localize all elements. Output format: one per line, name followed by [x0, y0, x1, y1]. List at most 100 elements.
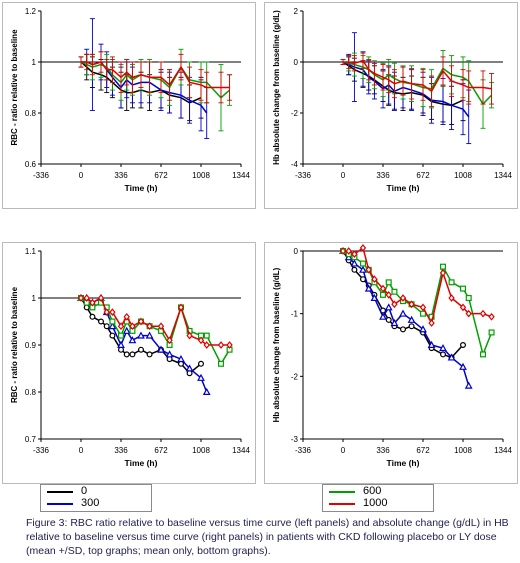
data-point	[129, 351, 136, 358]
data-point	[77, 294, 85, 302]
data-point	[177, 354, 185, 363]
data-point	[122, 326, 131, 334]
y-axis-label: Hb absolute change from baseline (g/dL)	[272, 267, 281, 422]
x-tick-label: -336	[33, 171, 50, 180]
chart-hb-mean-sd: -336 0 336 672 1008 1344 -4 -2 0 2 Time (h) Hb abso…	[264, 2, 518, 209]
data-point	[419, 325, 427, 333]
data-point	[439, 343, 447, 352]
y-axis-label: RBC - ratio relative to baseline	[10, 29, 19, 146]
data-point	[427, 340, 436, 349]
legend-label: 600	[363, 485, 382, 497]
data-point	[89, 298, 96, 307]
x-tick-label: 672	[154, 446, 168, 455]
data-point	[83, 304, 90, 311]
data-point	[129, 322, 136, 331]
data-point	[157, 322, 165, 331]
figure-caption: Figure 3: RBC ratio relative to baseline…	[26, 517, 509, 557]
x-tick-label: 1344	[494, 171, 512, 180]
legend-label: 300	[81, 497, 100, 509]
x-tick-label: 1008	[192, 446, 210, 455]
data-point	[217, 341, 225, 349]
x-tick-label: 0	[341, 446, 346, 455]
x-axis-label: Time (h)	[387, 458, 420, 468]
data-point	[351, 266, 358, 273]
series-line	[342, 250, 464, 359]
x-tick-label: 336	[114, 171, 128, 180]
data-point	[226, 341, 233, 349]
x-tick-label: 336	[376, 171, 390, 180]
y-tick-label: 1.1	[25, 247, 37, 256]
x-tick-label: 672	[416, 171, 430, 180]
data-point	[428, 313, 435, 320]
data-point	[448, 294, 455, 302]
data-point	[400, 326, 407, 333]
y-axis-label: RBC - ratio relative to baseline	[10, 286, 19, 403]
data-point	[460, 285, 467, 292]
data-point	[420, 310, 427, 317]
chart-rbc-mean-sd: -336 0 336 672 1008 1344 0.6 0.8 1 1.2 Time (h) RBC…	[2, 2, 256, 209]
data-point	[391, 288, 398, 295]
data-point	[123, 351, 130, 358]
legend-swatch	[329, 491, 355, 493]
x-tick-label: 1008	[192, 171, 210, 180]
x-axis-label: Time (h)	[387, 183, 420, 193]
chart-rbc-mean: -336 0 336 672 1008 1344 0.7 0.8 0.9 1 1.1 Time (h)…	[2, 242, 256, 484]
data-point	[407, 315, 416, 323]
data-point	[351, 250, 358, 258]
data-point	[364, 284, 373, 292]
y-tick-label: -4	[291, 160, 299, 169]
data-point	[359, 265, 367, 273]
data-point	[365, 265, 372, 274]
series-line	[80, 297, 231, 366]
data-point	[350, 259, 359, 267]
data-point	[109, 308, 116, 316]
data-point	[103, 323, 110, 330]
series-line	[80, 61, 202, 104]
data-point	[465, 294, 472, 301]
data-point	[408, 323, 415, 330]
y-tick-label: -3	[291, 435, 299, 444]
y-tick-label: 0	[294, 247, 299, 256]
data-point	[419, 303, 427, 312]
data-point	[198, 360, 205, 367]
data-point	[83, 294, 90, 302]
x-tick-label: 336	[376, 446, 390, 455]
legend-swatch	[47, 491, 73, 493]
legend-dose-low: 0 300	[40, 484, 152, 512]
series-line	[81, 296, 208, 393]
data-point	[108, 322, 117, 330]
y-tick-label: 0.8	[25, 388, 37, 397]
data-point	[370, 293, 379, 302]
chart-rbc-mean-svg: -336 0 336 672 1008 1344 0.7 0.8 0.9 1 1.1 Time (h)…	[10, 247, 250, 468]
data-point	[488, 312, 495, 321]
data-point	[359, 244, 367, 252]
data-point	[97, 294, 105, 302]
data-point	[117, 340, 125, 349]
legend-item: 1000	[323, 497, 433, 510]
data-point	[440, 263, 447, 270]
x-tick-label: -336	[33, 446, 50, 455]
x-tick-label: -336	[295, 171, 312, 180]
data-point	[385, 279, 392, 286]
data-point	[448, 279, 455, 286]
y-tick-label: -1	[291, 310, 299, 319]
data-point	[218, 360, 225, 367]
data-point	[459, 303, 467, 312]
data-point	[371, 275, 378, 284]
data-point	[428, 319, 435, 327]
data-point	[385, 291, 392, 299]
y-tick-label: 2	[294, 7, 299, 16]
y-tick-label: -2	[291, 109, 299, 118]
data-point	[379, 312, 387, 320]
data-point	[447, 353, 456, 361]
chart-hb-mean: -336 0 336 672 1008 1344 -3 -2 -1 0 Time (h) Hb abs…	[264, 242, 518, 484]
y-tick-label: 0	[294, 58, 299, 67]
x-tick-label: 1344	[232, 446, 250, 455]
y-tick-label: 0.9	[25, 341, 37, 350]
data-point	[439, 269, 447, 277]
data-point	[178, 360, 185, 367]
series-line	[342, 61, 464, 107]
data-point	[203, 341, 210, 349]
data-point	[123, 312, 130, 321]
x-tick-label: 0	[79, 171, 84, 180]
